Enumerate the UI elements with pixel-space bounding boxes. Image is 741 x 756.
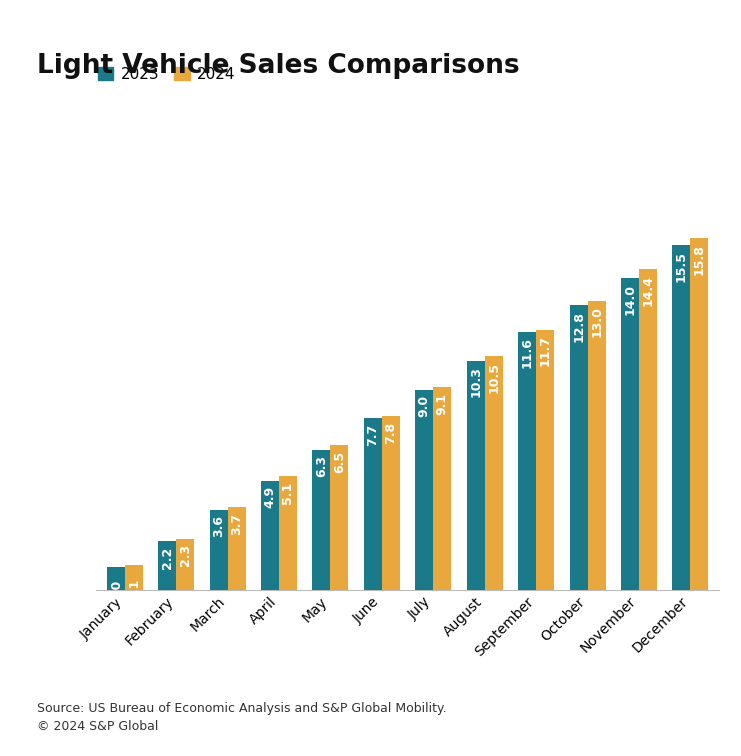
Text: 14.4: 14.4 [642,275,654,306]
Bar [415,389,433,590]
Text: 3.6: 3.6 [212,515,225,538]
Text: 1.0: 1.0 [109,578,122,601]
Text: Source: US Bureau of Economic Analysis and S&P Global Mobility.
© 2024 S&P Globa: Source: US Bureau of Economic Analysis a… [37,702,447,733]
Text: 5.1: 5.1 [282,482,294,504]
Text: 11.6: 11.6 [521,337,534,368]
Bar [227,507,245,590]
Text: 10.3: 10.3 [469,366,482,397]
Text: 2.3: 2.3 [179,544,192,566]
Bar [588,301,605,590]
Bar [536,330,554,590]
Bar [279,476,297,590]
Text: 10.5: 10.5 [488,362,500,393]
Text: 7.8: 7.8 [385,422,397,444]
Bar [330,445,348,590]
Text: 13.0: 13.0 [590,306,603,337]
Text: 15.5: 15.5 [675,250,688,281]
Text: 15.8: 15.8 [693,244,706,274]
Text: 11.7: 11.7 [539,335,551,366]
Bar [433,387,451,590]
Bar [518,332,536,590]
Bar [313,450,330,590]
Bar [691,238,708,590]
Text: 14.0: 14.0 [623,284,637,315]
Text: 1.1: 1.1 [127,578,140,600]
Bar [621,278,639,590]
Bar [570,305,588,590]
Text: 9.0: 9.0 [418,395,431,417]
Text: 9.1: 9.1 [436,393,449,415]
Text: 3.7: 3.7 [230,513,243,535]
Bar [124,565,142,590]
Bar [158,541,176,590]
Bar [673,245,691,590]
Bar [364,419,382,590]
Text: 2.2: 2.2 [161,547,173,569]
Bar [261,481,279,590]
Bar [210,510,227,590]
Text: 6.5: 6.5 [333,451,346,472]
Bar [467,361,485,590]
Bar [176,538,194,590]
Bar [485,356,502,590]
Text: Light Vehicle Sales Comparisons: Light Vehicle Sales Comparisons [37,53,519,79]
Bar [107,568,124,590]
Text: 6.3: 6.3 [315,455,328,477]
Text: 4.9: 4.9 [264,486,276,509]
Text: 12.8: 12.8 [572,311,585,342]
Bar [639,269,657,590]
Legend: 2023, 2024: 2023, 2024 [92,60,242,88]
Text: 7.7: 7.7 [366,424,379,446]
Bar [382,417,400,590]
